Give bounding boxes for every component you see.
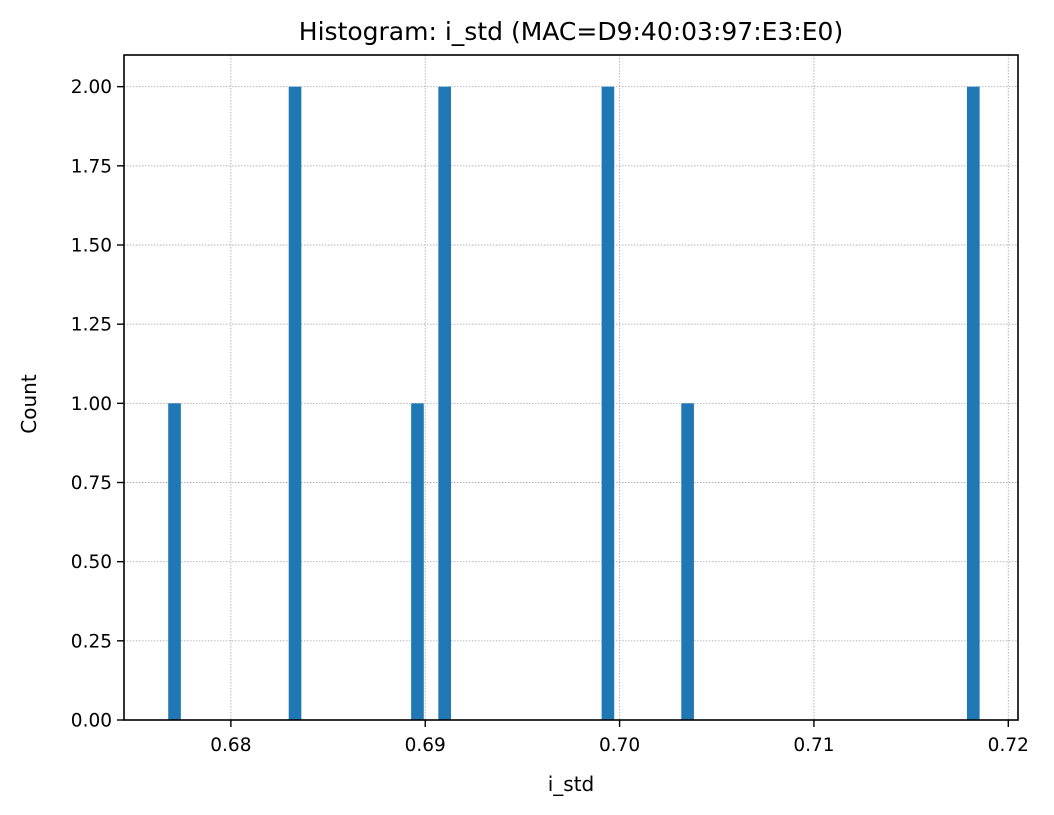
y-axis: 0.00 0.25 0.50 0.75 1.00 1.25 1.50 1.75 2.00 [71,77,124,732]
y-tick-label: 1.75 [71,156,112,177]
histogram-bar [966,86,980,720]
x-tick-label: 0.70 [599,735,640,756]
histogram-bar [681,403,694,720]
y-tick-label: 0.50 [71,552,112,573]
y-tick-label: 2.00 [71,77,112,98]
plot-area-frame [123,54,1019,721]
y-tick-label: 1.00 [71,394,112,415]
x-tick-label: 0.71 [793,735,834,756]
y-tick-label: 0.75 [71,473,112,494]
chart-title: Histogram: i_std (MAC=D9:40:03:97:E3:E0) [299,17,843,46]
histogram-bar [438,86,451,720]
y-tick-label: 1.25 [71,315,112,336]
y-tick-label: 0.00 [71,711,112,732]
grid-lines [124,55,1018,721]
histogram-bar [411,403,424,720]
x-axis-label: i_std [548,772,595,796]
histogram-bars [168,86,980,720]
histogram-bar [288,86,302,720]
y-tick-label: 1.50 [71,236,112,257]
y-tick-label: 0.25 [71,631,112,652]
x-tick-label: 0.69 [405,735,446,756]
y-axis-label: Count [17,374,41,434]
x-axis: 0.68 0.69 0.70 0.71 0.72 [210,720,1029,756]
histogram-bar [168,403,181,720]
x-tick-label: 0.72 [988,735,1029,756]
x-tick-label: 0.68 [210,735,251,756]
histogram-bar [601,86,615,720]
